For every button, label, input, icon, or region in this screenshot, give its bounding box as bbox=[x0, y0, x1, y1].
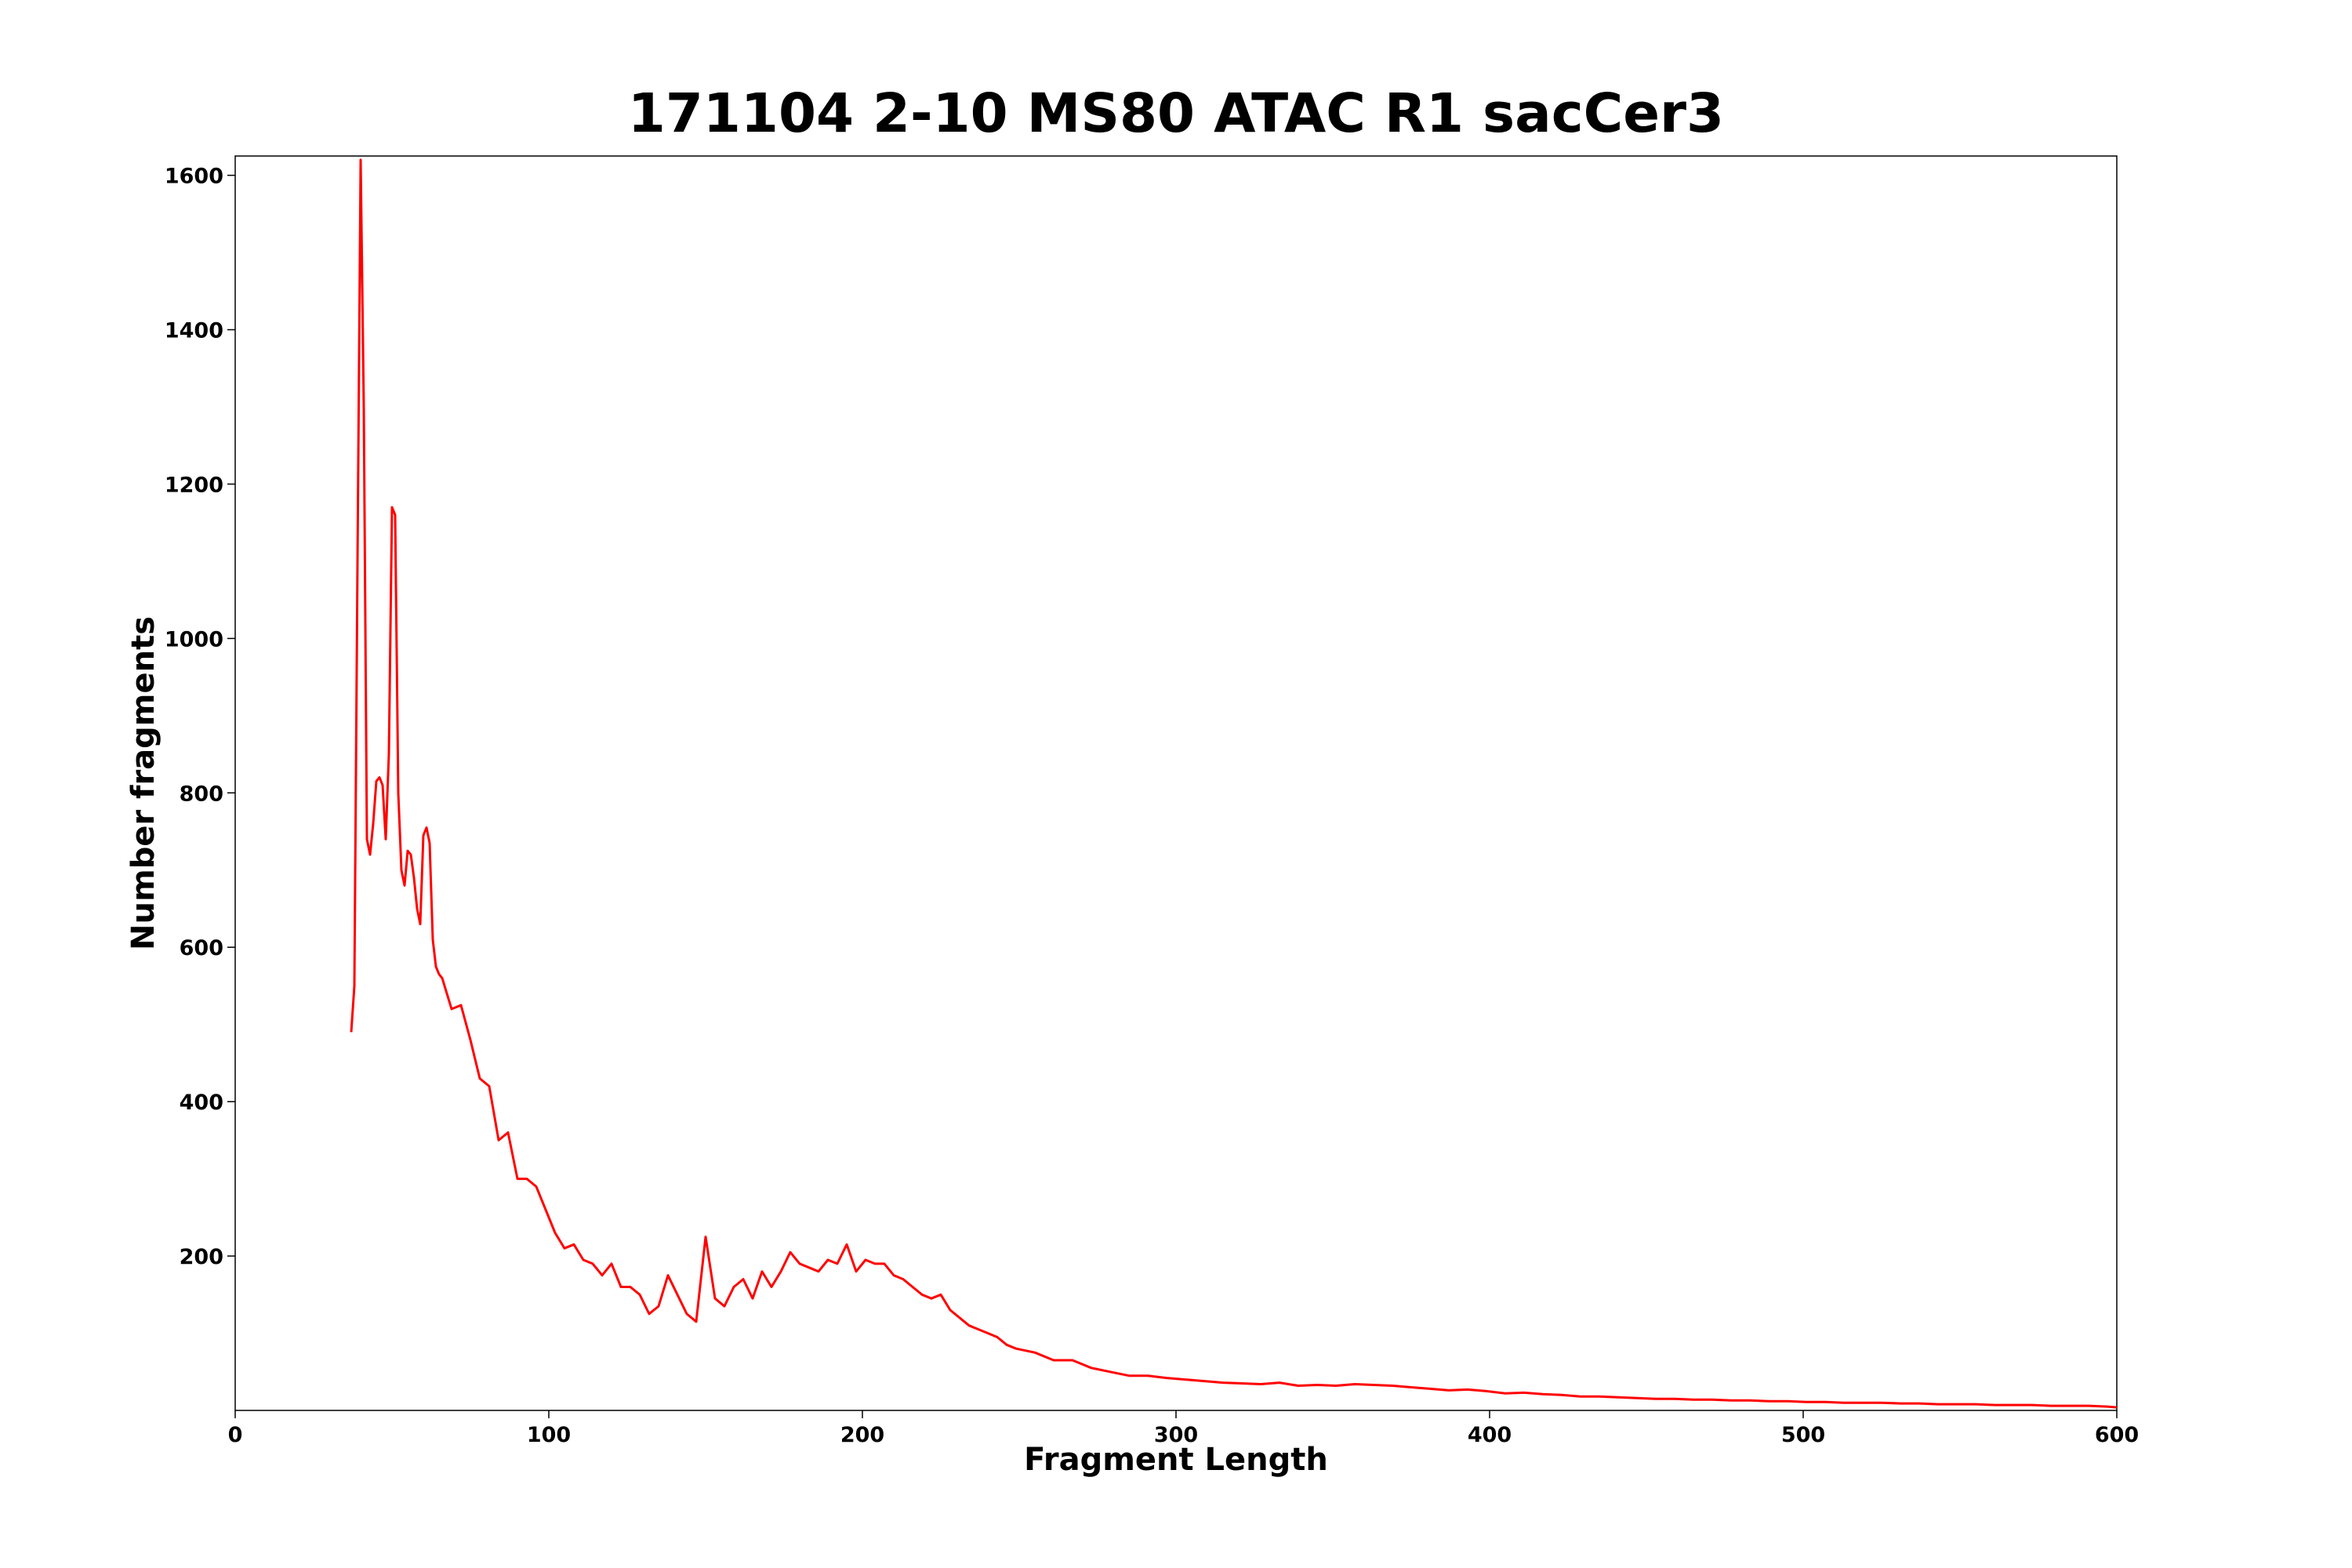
x-tick-label: 200 bbox=[840, 1423, 884, 1447]
y-tick-label: 1400 bbox=[165, 319, 223, 343]
x-tick-label: 400 bbox=[1468, 1423, 1512, 1447]
y-axis-label: Number fragments bbox=[125, 616, 162, 950]
x-tick-label: 600 bbox=[2095, 1423, 2139, 1447]
y-tick-label: 1200 bbox=[165, 473, 223, 497]
y-tick-label: 800 bbox=[180, 782, 223, 806]
y-tick-label: 200 bbox=[180, 1245, 223, 1269]
plot-frame bbox=[234, 155, 2118, 1411]
x-tick-label: 300 bbox=[1154, 1423, 1198, 1447]
x-tick-label: 100 bbox=[527, 1423, 571, 1447]
x-tick-label: 500 bbox=[1781, 1423, 1825, 1447]
chart-title: 171104 2-10 MS80 ATAC R1 sacCer3 bbox=[628, 82, 1724, 145]
y-tick-label: 400 bbox=[180, 1091, 223, 1115]
y-tick-label: 1000 bbox=[165, 627, 223, 652]
data-line bbox=[350, 158, 2118, 1409]
x-tick-label: 0 bbox=[228, 1423, 243, 1447]
y-tick-label: 1600 bbox=[165, 165, 223, 189]
x-axis-label: Fragment Length bbox=[1024, 1442, 1328, 1478]
y-tick-label: 600 bbox=[180, 936, 223, 960]
